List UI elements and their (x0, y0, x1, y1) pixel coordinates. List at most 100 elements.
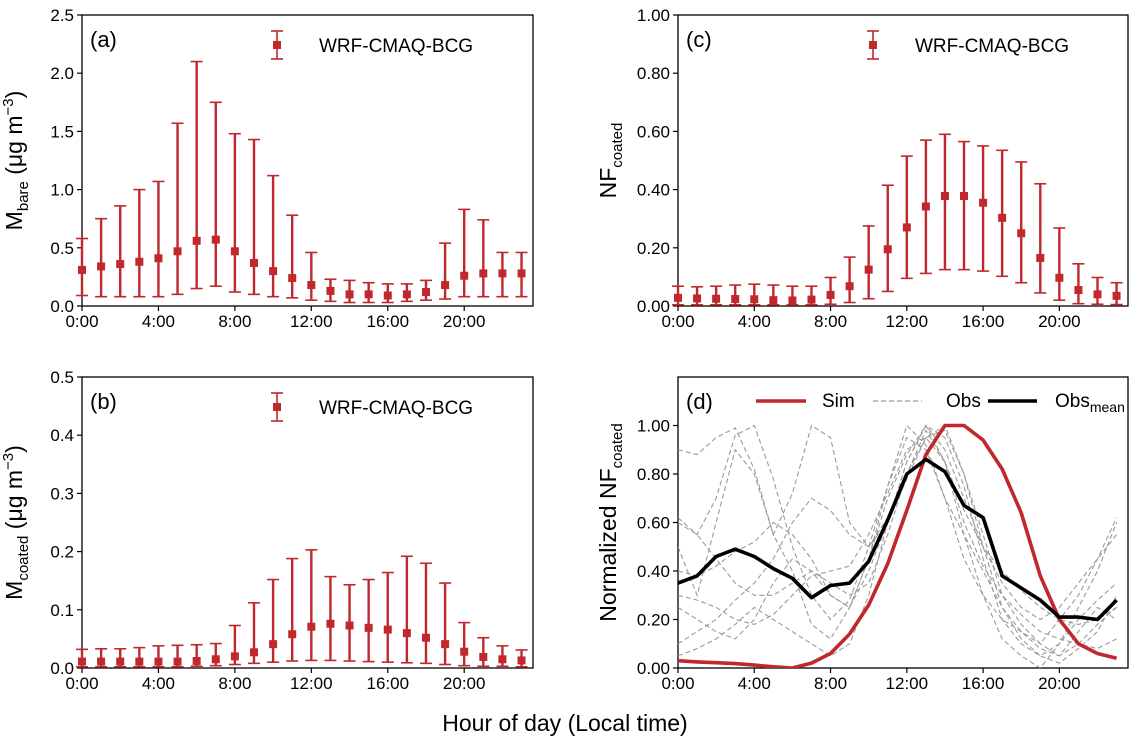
x-tick-label: 12:00 (290, 312, 333, 331)
x-tick-label: 4:00 (142, 674, 175, 693)
errorbar-point (76, 237, 88, 297)
mean-marker (135, 257, 144, 266)
mean-marker (383, 625, 392, 634)
obs-line (678, 424, 1118, 668)
errorbar-point (343, 279, 356, 304)
mean-marker (402, 629, 411, 638)
mean-marker (902, 223, 911, 232)
x-tick-label: 12:00 (886, 674, 929, 693)
mean-marker (864, 265, 873, 274)
errorbar-point (958, 140, 971, 271)
errorbar-point (515, 649, 528, 668)
mean-marker (326, 286, 335, 295)
errorbar-point (171, 644, 184, 668)
mean-marker (173, 247, 182, 256)
sim-line (678, 423, 1118, 668)
errorbar-point (171, 122, 184, 296)
errorbar-point (786, 285, 799, 306)
x-axis-label: Hour of day (Local time) (442, 710, 687, 736)
mean-marker (383, 291, 392, 300)
errorbar-point (362, 281, 375, 304)
mean-marker (269, 640, 278, 649)
errorbar-point (400, 555, 413, 664)
x-tick-label: 0:00 (65, 312, 98, 331)
errorbar-point (1091, 276, 1104, 306)
y-tick-label: 0.20 (637, 239, 670, 258)
mean-marker (517, 269, 526, 278)
errorbar-point (267, 174, 280, 298)
errorbar-point (977, 145, 990, 272)
mean-marker (479, 652, 488, 661)
errorbar-point (190, 60, 203, 290)
errorbar-point (247, 138, 260, 296)
panel-c: 0:00 4:00 8:00 12:00 16:00 20:00 0.00 0.20 0.40 0… (595, 6, 1129, 331)
mean-marker (402, 290, 411, 299)
y-tick-label: 0.80 (637, 465, 670, 484)
y-tick-label: 1.00 (637, 6, 670, 25)
errorbar-point (228, 624, 241, 666)
y-tick-label: 1.5 (50, 122, 74, 141)
plot-area-frame (81, 376, 534, 669)
mean-marker (750, 295, 759, 304)
errorbar-point (133, 646, 146, 668)
y-tick-label: 0.4 (50, 426, 74, 445)
mean-marker (135, 657, 144, 666)
errorbar-point (152, 180, 165, 298)
mean-marker (921, 202, 930, 211)
mean-marker (845, 282, 854, 291)
mean-marker (498, 269, 507, 278)
errorbar-point (381, 571, 394, 663)
errorbar-point (95, 217, 108, 298)
mean-marker (731, 295, 740, 304)
mean-marker (249, 258, 258, 267)
mean-marker (1093, 290, 1102, 299)
y-tick-label: 2.5 (50, 6, 74, 25)
x-tick-label: 8:00 (218, 674, 251, 693)
legend: Sim Obs Obsmean (756, 391, 1125, 415)
y-tick-label: 1.0 (50, 181, 74, 200)
errorbar-point (1015, 161, 1028, 284)
errorbar-point (343, 583, 356, 662)
errorbar-point (286, 214, 299, 299)
errorbar-point (419, 562, 432, 665)
panel-label: (d) (686, 389, 713, 414)
x-tick-label: 16:00 (366, 312, 409, 331)
errorbar-point (824, 276, 837, 306)
panel-label: (b) (90, 389, 117, 414)
mean-marker (674, 293, 682, 302)
y-tick-label: 0.00 (637, 659, 670, 678)
mean-marker (788, 296, 797, 305)
y-tick-label: 0.5 (50, 239, 74, 258)
x-tick-label: 16:00 (366, 674, 409, 693)
errorbar-point (477, 636, 490, 668)
mean-marker (998, 213, 1007, 222)
errorbar-point (305, 549, 318, 662)
errorbar-point (881, 184, 894, 293)
errorbar-point (691, 285, 704, 306)
errorbar-point (938, 133, 951, 271)
errorbar-point (1053, 227, 1066, 301)
mean-marker (517, 656, 526, 665)
mean-marker (97, 262, 106, 271)
y-tick-label: 0.60 (637, 514, 670, 533)
panel-d: 0:00 4:00 8:00 12:00 16:00 20:00 0.00 0.20 0.40 0… (595, 376, 1129, 693)
mean-marker (249, 648, 258, 657)
mean-marker (1074, 285, 1083, 294)
mean-marker (154, 254, 163, 263)
mean-marker (97, 657, 106, 666)
mean-marker (807, 295, 816, 304)
x-tick-label: 12:00 (886, 312, 929, 331)
x-tick-label: 0:00 (65, 674, 98, 693)
y-tick-label: 0.20 (637, 611, 670, 630)
errorbar-point (95, 647, 108, 668)
errorbar-point (996, 149, 1009, 278)
x-tick-label: 20:00 (1038, 312, 1081, 331)
errorbar-point (862, 225, 875, 300)
mean-marker (307, 281, 316, 290)
legend-marker (869, 41, 877, 49)
y-tick-label: 2.0 (50, 64, 74, 83)
y-axis-label: Mcoated (μg m−3) (0, 445, 32, 600)
mean-marker (154, 657, 163, 666)
mean-marker (421, 288, 430, 297)
